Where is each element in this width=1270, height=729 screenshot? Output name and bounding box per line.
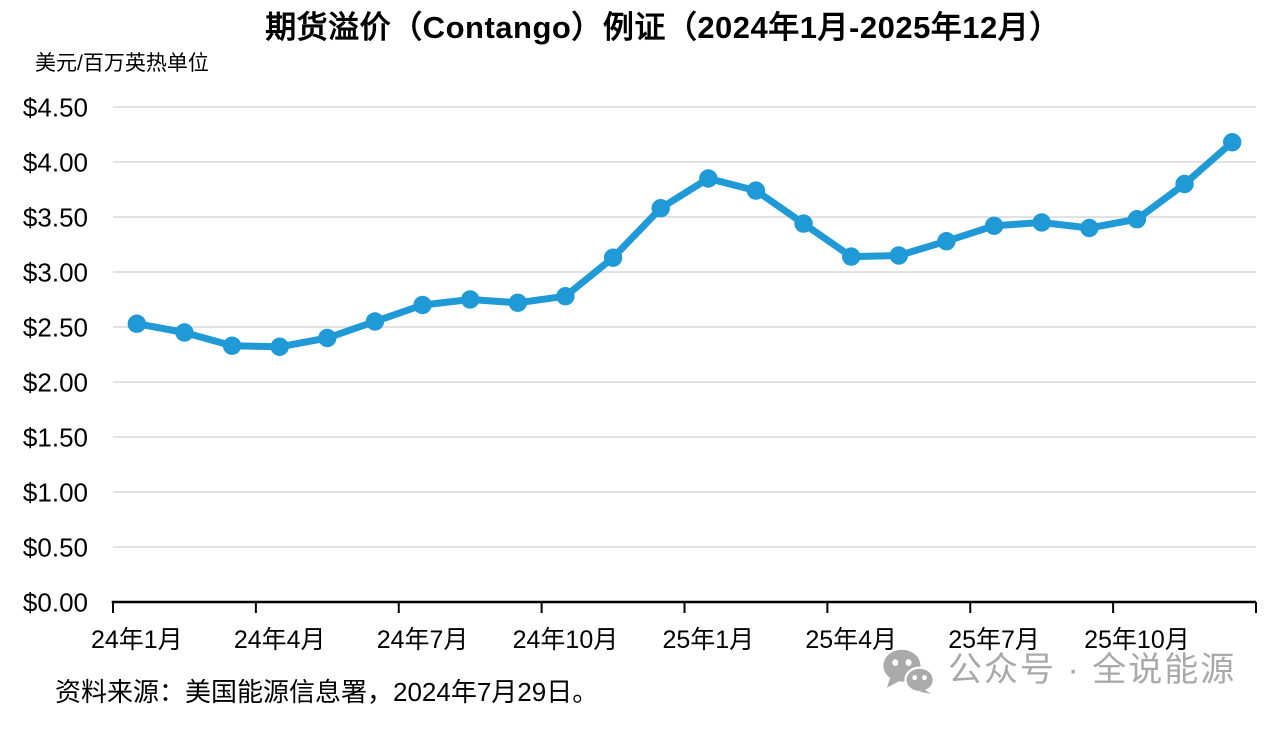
data-point bbox=[127, 314, 147, 333]
data-point bbox=[651, 199, 670, 218]
data-point bbox=[365, 312, 385, 331]
data-point bbox=[1032, 213, 1051, 232]
y-axis-tick-label: $4.00 bbox=[23, 148, 88, 178]
x-axis-tick-label: 24年4月 bbox=[234, 626, 326, 654]
y-axis-tick-label: $2.50 bbox=[23, 313, 88, 343]
y-axis-tick-label: $2.00 bbox=[23, 368, 88, 398]
x-axis-tick-label: 24年1月 bbox=[91, 626, 183, 654]
watermark-text: 公众号 · 全说能源 bbox=[948, 651, 1237, 690]
y-axis-tick-label: $1.50 bbox=[23, 423, 88, 453]
data-point bbox=[318, 328, 337, 348]
x-axis-tick-label: 25年4月 bbox=[805, 626, 897, 654]
data-point bbox=[746, 181, 766, 200]
x-axis-tick-label: 24年10月 bbox=[513, 626, 619, 654]
data-point bbox=[984, 216, 1004, 235]
x-axis-tick-label: 25年1月 bbox=[662, 626, 754, 654]
x-axis-tick-label: 25年10月 bbox=[1084, 626, 1190, 654]
x-axis-tick-label: 25年7月 bbox=[948, 626, 1040, 654]
wechat-icon bbox=[883, 649, 935, 694]
data-point bbox=[603, 248, 623, 267]
x-axis-tick-label: 24年7月 bbox=[377, 626, 469, 654]
data-point bbox=[937, 232, 956, 251]
watermark: 公众号 · 全说能源 bbox=[882, 648, 1236, 694]
y-axis-tick-label: $4.50 bbox=[23, 93, 88, 123]
data-point bbox=[1222, 133, 1242, 152]
data-point bbox=[889, 246, 909, 265]
data-point bbox=[556, 287, 575, 306]
y-axis-unit-label: 美元/百万英热单位 bbox=[35, 52, 209, 75]
data-point bbox=[222, 336, 242, 355]
data-point bbox=[270, 337, 289, 356]
y-axis-tick-label: $0.00 bbox=[23, 588, 88, 618]
data-point bbox=[794, 214, 813, 233]
data-point bbox=[1127, 210, 1147, 229]
data-point bbox=[413, 295, 432, 315]
y-axis-tick-label: $3.00 bbox=[23, 258, 88, 288]
data-point bbox=[1175, 174, 1194, 194]
data-point bbox=[508, 293, 528, 312]
data-point bbox=[175, 323, 194, 342]
y-axis-tick-label: $3.50 bbox=[23, 203, 88, 233]
page-title: 期货溢价（Contango）例证（2024年1月-2025年12月） bbox=[265, 10, 1061, 45]
data-point bbox=[841, 247, 861, 266]
series-line bbox=[133, 138, 1236, 351]
source-note: 资料来源：美国能源信息署，2024年7月29日。 bbox=[55, 677, 599, 707]
data-point bbox=[460, 290, 480, 309]
y-axis-tick-label: $0.50 bbox=[23, 533, 88, 563]
data-point bbox=[1080, 218, 1099, 238]
data-point bbox=[699, 169, 718, 188]
y-axis-tick-label: $1.00 bbox=[23, 478, 88, 508]
